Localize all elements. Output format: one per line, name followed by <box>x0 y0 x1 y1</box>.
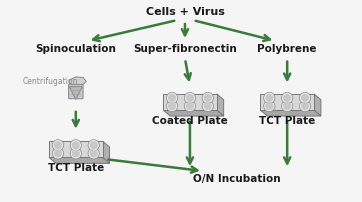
Polygon shape <box>49 141 102 158</box>
Circle shape <box>204 94 212 102</box>
Polygon shape <box>314 94 321 116</box>
Text: O/N Incubation: O/N Incubation <box>193 174 281 184</box>
Circle shape <box>299 92 311 103</box>
Circle shape <box>301 102 309 110</box>
Polygon shape <box>70 87 82 100</box>
Polygon shape <box>102 141 110 163</box>
Circle shape <box>282 100 293 112</box>
Text: TCT Plate: TCT Plate <box>48 163 104 173</box>
Circle shape <box>90 149 98 157</box>
Circle shape <box>167 92 178 103</box>
Circle shape <box>54 141 62 149</box>
Text: Centrifugation: Centrifugation <box>22 77 78 86</box>
Circle shape <box>88 140 99 151</box>
Circle shape <box>184 92 195 103</box>
Circle shape <box>265 94 273 102</box>
Circle shape <box>264 100 275 112</box>
Polygon shape <box>163 110 224 116</box>
Polygon shape <box>260 94 314 110</box>
Polygon shape <box>260 110 321 116</box>
Circle shape <box>52 148 64 159</box>
Circle shape <box>168 94 176 102</box>
Text: Super-fibronectin: Super-fibronectin <box>133 44 237 54</box>
Circle shape <box>168 102 176 110</box>
Circle shape <box>90 141 98 149</box>
Circle shape <box>265 102 273 110</box>
Circle shape <box>70 148 81 159</box>
Circle shape <box>70 140 81 151</box>
Circle shape <box>72 141 80 149</box>
Circle shape <box>202 100 214 112</box>
Circle shape <box>167 100 178 112</box>
Text: TCT Plate: TCT Plate <box>259 116 315 126</box>
Polygon shape <box>49 158 110 163</box>
Text: Cells + Virus: Cells + Virus <box>146 7 224 17</box>
Polygon shape <box>70 77 86 85</box>
Text: Spinoculation: Spinoculation <box>35 44 116 54</box>
Circle shape <box>186 102 194 110</box>
Circle shape <box>264 92 275 103</box>
Polygon shape <box>217 94 224 116</box>
Circle shape <box>202 92 214 103</box>
Circle shape <box>72 149 80 157</box>
Circle shape <box>52 140 64 151</box>
Circle shape <box>283 102 291 110</box>
Circle shape <box>282 92 293 103</box>
Circle shape <box>299 100 311 112</box>
Circle shape <box>88 148 99 159</box>
Polygon shape <box>163 94 217 110</box>
Circle shape <box>283 94 291 102</box>
Circle shape <box>301 94 309 102</box>
Circle shape <box>204 102 212 110</box>
Circle shape <box>186 94 194 102</box>
FancyBboxPatch shape <box>68 84 83 99</box>
Circle shape <box>54 149 62 157</box>
Circle shape <box>184 100 195 112</box>
Text: Polybrene: Polybrene <box>257 44 317 54</box>
Text: Coated Plate: Coated Plate <box>152 116 228 126</box>
